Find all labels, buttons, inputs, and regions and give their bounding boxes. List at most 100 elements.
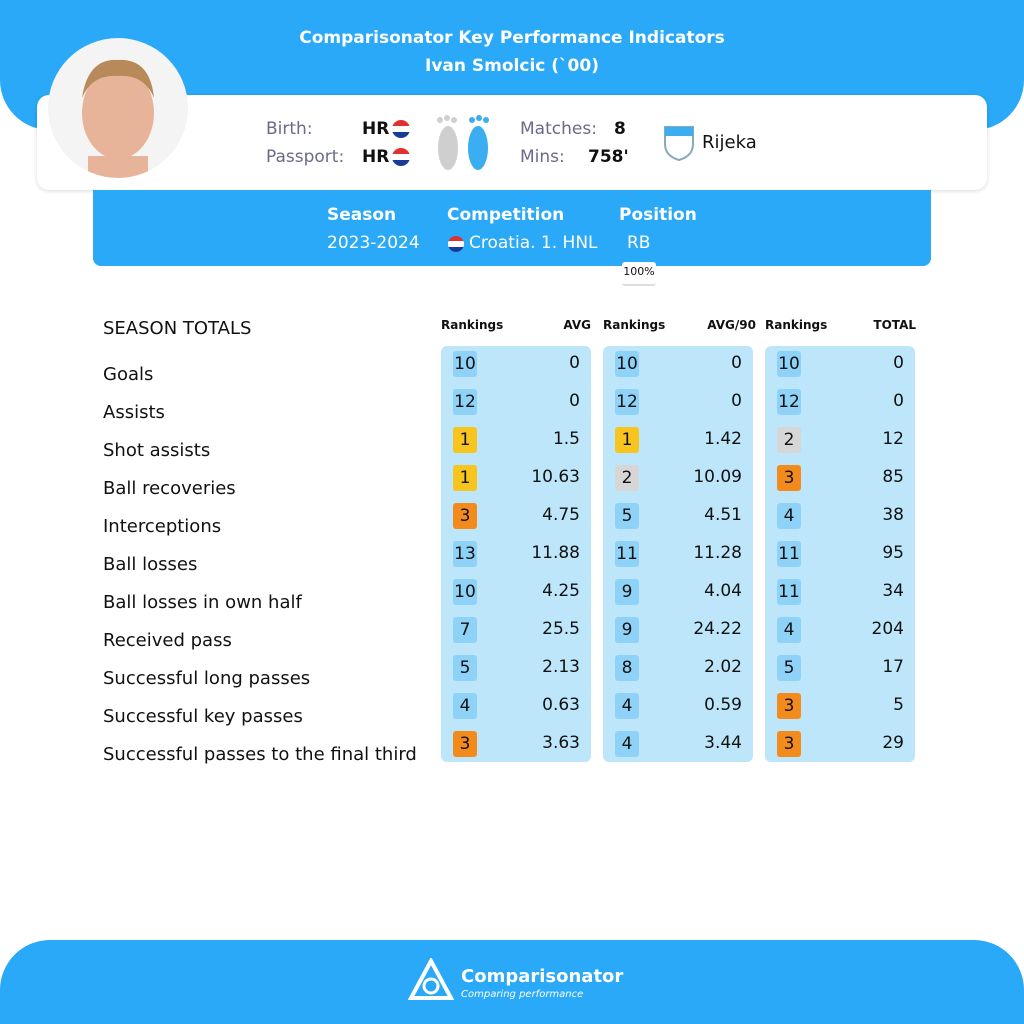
flags — [392, 120, 410, 166]
rank-badge: 2 — [777, 427, 801, 453]
season: 2023-2024 — [327, 233, 420, 253]
value: 85 — [882, 467, 904, 487]
value: 24.22 — [693, 619, 742, 639]
rank-badge: 10 — [453, 351, 477, 377]
row-label: Shot assists — [103, 440, 211, 461]
tagline: Comparing performance — [461, 989, 584, 1000]
rank-badge: 1 — [615, 427, 639, 453]
value: 11.88 — [531, 543, 580, 563]
rank-badge: 4 — [615, 731, 639, 757]
value: 0 — [569, 391, 580, 411]
value: 4.04 — [704, 581, 742, 601]
competition: Croatia. 1. HNL — [469, 233, 598, 253]
row-label: Successful passes to the final third — [103, 744, 417, 765]
value: 34 — [882, 581, 904, 601]
position-share: 100% — [622, 262, 656, 286]
season-box — [93, 190, 931, 266]
value: 10.63 — [531, 467, 580, 487]
row-label: Successful key passes — [103, 706, 303, 727]
value: 1.5 — [552, 429, 580, 449]
row-label: Assists — [103, 402, 165, 423]
rank-badge: 1 — [453, 465, 477, 491]
value: 4.51 — [704, 505, 742, 525]
position: RB — [627, 233, 651, 253]
rank-badge: 4 — [453, 693, 477, 719]
value: 5 — [893, 695, 904, 715]
row-label: Successful long passes — [103, 668, 311, 689]
title: Comparisonator Key Performance Indicator… — [299, 28, 725, 48]
value: 3.44 — [704, 733, 742, 753]
rank-badge: 3 — [777, 731, 801, 757]
rank-badge: 12 — [453, 389, 477, 415]
row-label: Ball losses — [103, 554, 198, 575]
value: 38 — [882, 505, 904, 525]
club-logo — [664, 126, 694, 162]
rank-badge: 13 — [453, 541, 477, 567]
row-label: Ball recoveries — [103, 478, 236, 499]
value: 0.59 — [704, 695, 742, 715]
column-header: Rankings — [765, 318, 828, 332]
rank-badge: 10 — [615, 351, 639, 377]
mins-label: Mins: — [520, 147, 565, 167]
rank-badge: 3 — [777, 465, 801, 491]
rank-badge: 3 — [453, 503, 477, 529]
birth-label: Birth: — [266, 119, 313, 139]
value: 17 — [882, 657, 904, 677]
matches: 8 — [614, 119, 626, 139]
comp-flag — [448, 236, 464, 252]
rank-badge: 9 — [615, 617, 639, 643]
value: 10.09 — [693, 467, 742, 487]
rank-badge: 7 — [453, 617, 477, 643]
column-header: AVG/90 — [707, 318, 756, 332]
brand: Comparisonator — [461, 966, 624, 987]
rank-badge: 11 — [777, 541, 801, 567]
column-header: TOTAL — [873, 318, 916, 332]
value: 4.25 — [542, 581, 580, 601]
rank-badge: 4 — [777, 617, 801, 643]
club: Rijeka — [702, 132, 757, 153]
season-label: Season — [327, 205, 397, 225]
row-label: Interceptions — [103, 516, 222, 537]
value: 2.02 — [704, 657, 742, 677]
player-photo — [48, 38, 188, 178]
competition-label: Competition — [447, 205, 565, 225]
value: 95 — [882, 543, 904, 563]
value: 12 — [882, 429, 904, 449]
feet-icon — [437, 115, 489, 170]
value: 11.28 — [693, 543, 742, 563]
rank-badge: 9 — [615, 579, 639, 605]
rank-badge: 3 — [453, 731, 477, 757]
value: 29 — [882, 733, 904, 753]
mins: 758' — [588, 147, 629, 167]
position-label: Position — [619, 205, 697, 225]
rank-badge: 1 — [453, 427, 477, 453]
rank-badge: 10 — [453, 579, 477, 605]
footer — [0, 940, 1024, 1024]
rank-badge: 4 — [615, 693, 639, 719]
value: 204 — [871, 619, 904, 639]
value: 1.42 — [704, 429, 742, 449]
value: 0 — [731, 353, 742, 373]
subtitle: Ivan Smolcic (`00) — [425, 56, 599, 76]
row-label: Goals — [103, 364, 154, 385]
matches-label: Matches: — [520, 119, 597, 139]
value: 0 — [893, 353, 904, 373]
row-label: Ball losses in own half — [103, 592, 302, 613]
table-title: SEASON TOTALS — [103, 318, 252, 339]
value: 0 — [893, 391, 904, 411]
rank-badge: 11 — [777, 579, 801, 605]
brand-logo — [408, 958, 454, 1000]
rank-badge: 5 — [777, 655, 801, 681]
column-header: AVG — [563, 318, 591, 332]
rank-badge: 11 — [615, 541, 639, 567]
value: 2.13 — [542, 657, 580, 677]
value: 3.63 — [542, 733, 580, 753]
rank-badge: 10 — [777, 351, 801, 377]
photo-art — [82, 59, 154, 178]
row-label: Received pass — [103, 630, 232, 651]
profile-card — [37, 95, 987, 190]
value: 0.63 — [542, 695, 580, 715]
value: 4.75 — [542, 505, 580, 525]
rank-badge: 5 — [615, 503, 639, 529]
